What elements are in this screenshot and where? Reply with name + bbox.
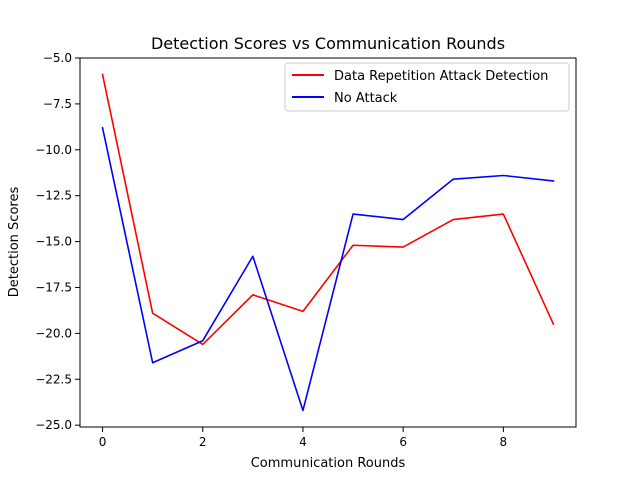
chart-title: Detection Scores vs Communication Rounds	[151, 34, 505, 53]
y-tick-label: −22.5	[35, 372, 72, 386]
y-tick-label: −12.5	[35, 189, 72, 203]
y-axis-label: Detection Scores	[7, 187, 22, 298]
series-layer	[101, 73, 555, 412]
y-tick-label: −5.0	[43, 51, 72, 65]
plot-area	[79, 57, 577, 428]
y-axis: −5.0 −7.5 −10.0 −12.5 −15.0 −17.5 −20.0 −22.5 −2…	[35, 51, 80, 432]
x-tick-label: 2	[199, 435, 207, 449]
x-axis-label: Communication Rounds	[251, 456, 406, 471]
y-tick-label: −25.0	[35, 418, 72, 432]
y-tick-label: −10.0	[35, 143, 72, 157]
legend-label-no-attack: No Attack	[334, 91, 398, 106]
x-tick-label: 0	[99, 435, 107, 449]
legend-label-data-repetition-attack: Data Repetition Attack Detection	[334, 69, 548, 84]
y-tick-label: −17.5	[35, 280, 72, 294]
y-tick-label: −20.0	[35, 326, 72, 340]
y-tick-label: −7.5	[43, 97, 72, 111]
x-tick-label: 8	[500, 435, 508, 449]
legend-box	[284, 62, 570, 112]
y-tick-label: −15.0	[35, 235, 72, 249]
x-tick-label: 4	[299, 435, 307, 449]
series-line-data-repetition-attack	[101, 73, 555, 346]
x-tick-label: 6	[399, 435, 407, 449]
x-axis: 0 2 4 6 8	[99, 427, 507, 449]
series-line-no-attack	[101, 126, 555, 412]
legend: Data Repetition Attack Detection No Atta…	[284, 62, 570, 112]
